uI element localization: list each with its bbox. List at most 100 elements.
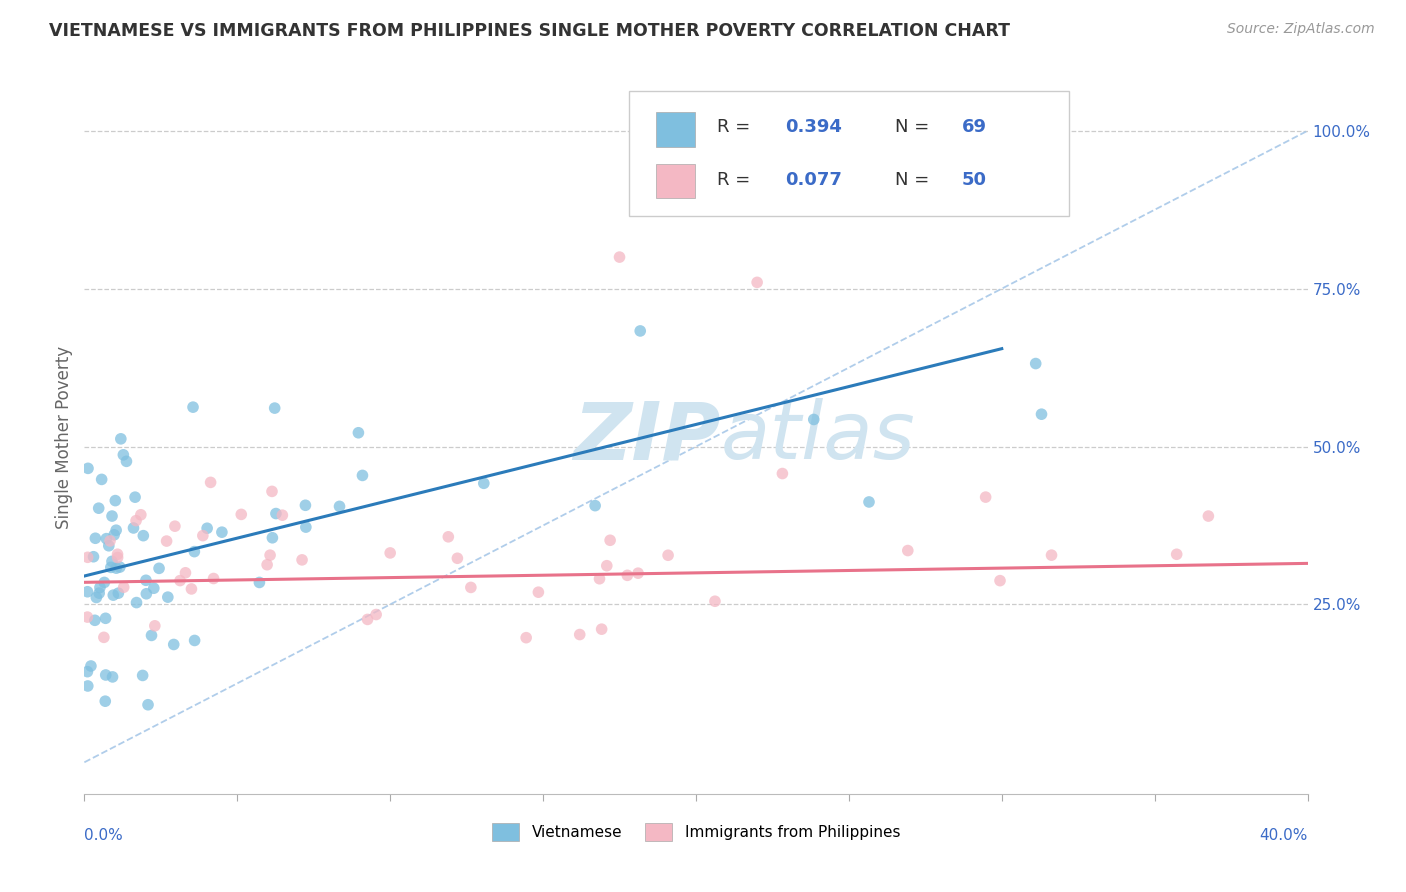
Bar [655, 112, 695, 146]
Point [195, 521, 218, 535]
Point [264, 507, 287, 521]
Point [262, 531, 284, 545]
Point [591, 622, 613, 636]
Point [156, 590, 179, 604]
Point [183, 544, 205, 558]
Point [1197, 509, 1219, 524]
Point [294, 498, 316, 512]
Point [792, 136, 814, 151]
Point [260, 484, 283, 499]
Point [76, 550, 98, 565]
Point [200, 475, 222, 490]
Point [616, 568, 638, 582]
Point [1025, 357, 1047, 371]
Point [101, 554, 124, 568]
Point [107, 586, 129, 600]
Point [107, 547, 129, 561]
Point [259, 548, 281, 562]
Point [135, 574, 157, 588]
Point [174, 566, 197, 580]
Point [202, 572, 225, 586]
Point [101, 509, 124, 524]
Text: N =: N = [896, 118, 935, 136]
Point [211, 525, 233, 540]
Point [142, 581, 165, 595]
Point [129, 508, 152, 522]
Point [108, 560, 131, 574]
Text: ZIP: ZIP [574, 398, 720, 476]
Text: 0.0%: 0.0% [84, 829, 124, 843]
Point [110, 432, 132, 446]
Point [141, 628, 163, 642]
Point [527, 585, 550, 599]
Point [104, 493, 127, 508]
Point [437, 530, 460, 544]
Text: 40.0%: 40.0% [1260, 829, 1308, 843]
Point [94, 694, 117, 708]
Point [704, 594, 727, 608]
Point [747, 276, 769, 290]
Text: 50: 50 [962, 171, 987, 189]
Point [609, 250, 631, 264]
Point [94, 611, 117, 625]
Point [380, 546, 402, 560]
Point [803, 412, 825, 426]
Text: 0.077: 0.077 [786, 171, 842, 189]
Point [112, 448, 135, 462]
Point [90, 472, 112, 486]
Point [132, 529, 155, 543]
Point [1166, 547, 1188, 561]
Point [100, 560, 122, 574]
Point [988, 574, 1011, 588]
Point [86, 591, 108, 605]
Point [76, 610, 98, 624]
Point [328, 500, 350, 514]
Point [84, 531, 107, 545]
Text: 69: 69 [962, 118, 987, 136]
Point [135, 587, 157, 601]
Point [897, 543, 920, 558]
Text: R =: R = [717, 118, 756, 136]
Point [180, 582, 202, 596]
Point [105, 523, 128, 537]
Point [76, 584, 98, 599]
Text: 0.394: 0.394 [786, 118, 842, 136]
Point [163, 519, 186, 533]
Point [628, 324, 651, 338]
Point [96, 532, 118, 546]
Point [155, 534, 177, 549]
Bar [655, 164, 695, 198]
Point [974, 490, 997, 504]
Point [770, 467, 793, 481]
FancyBboxPatch shape [628, 91, 1069, 216]
Point [143, 619, 166, 633]
Point [76, 679, 98, 693]
Point [87, 501, 110, 516]
Point [588, 572, 610, 586]
Point [858, 495, 880, 509]
Point [105, 561, 128, 575]
Point [263, 401, 285, 416]
Point [231, 508, 253, 522]
Point [169, 574, 191, 588]
Point [191, 528, 214, 542]
Point [853, 130, 876, 145]
Point [115, 454, 138, 468]
Point [136, 698, 159, 712]
Point [1040, 548, 1063, 562]
Text: Source: ZipAtlas.com: Source: ZipAtlas.com [1227, 22, 1375, 37]
Point [77, 461, 100, 475]
Point [568, 627, 591, 641]
Point [446, 551, 468, 566]
Point [97, 539, 120, 553]
Text: atlas: atlas [720, 398, 915, 476]
Point [103, 588, 125, 602]
Point [98, 533, 121, 548]
Point [89, 581, 111, 595]
Point [83, 613, 105, 627]
Point [101, 670, 124, 684]
Point [94, 668, 117, 682]
Point [627, 566, 650, 581]
Point [599, 533, 621, 548]
Point [80, 659, 103, 673]
